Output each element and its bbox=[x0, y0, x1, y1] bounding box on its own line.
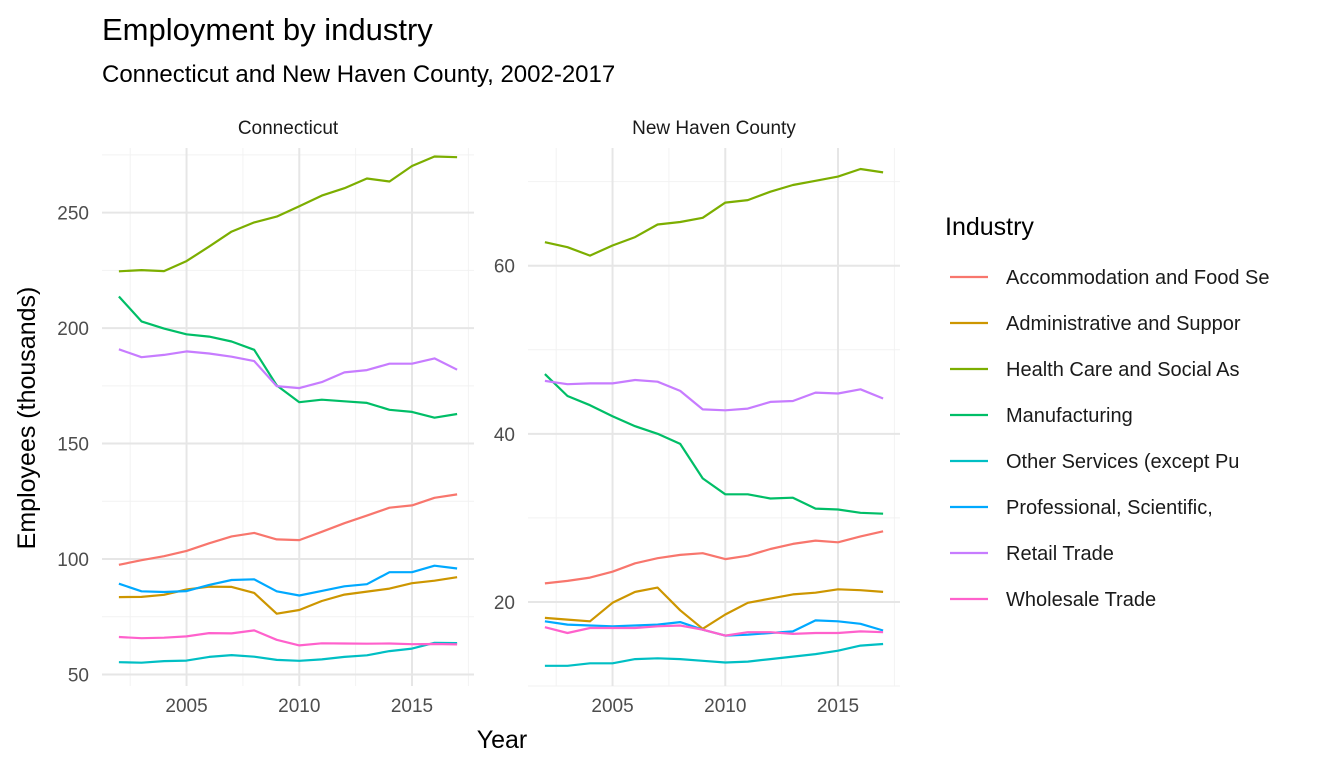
y-tick-label: 100 bbox=[57, 550, 89, 571]
x-tick-label: 2005 bbox=[165, 696, 207, 717]
series-line-retail-trade bbox=[544, 378, 884, 412]
panel-connecticut: 2005 2010 2015 50 100 150 200 250 bbox=[57, 148, 474, 717]
series-line-professional-scientific bbox=[118, 564, 458, 597]
y-tick-label: 20 bbox=[494, 593, 515, 614]
y-tick-label: 50 bbox=[68, 665, 89, 686]
y-tick-label: 150 bbox=[57, 435, 89, 456]
y-tick-label: 40 bbox=[494, 425, 515, 446]
series-line-manufacturing bbox=[118, 295, 458, 419]
legend-label-other-services-except-pu: Other Services (except Pu bbox=[1006, 451, 1239, 473]
legend-label-manufacturing: Manufacturing bbox=[1006, 405, 1133, 427]
facet-label-new-haven-county: New Haven County bbox=[632, 118, 796, 139]
y-tick-label: 200 bbox=[57, 319, 89, 340]
legend-label-professional-scientific: Professional, Scientific, bbox=[1006, 497, 1213, 519]
series-line-other-services-except-pu bbox=[118, 641, 458, 664]
series-line-wholesale-trade bbox=[544, 624, 884, 637]
series-line-accommodation-and-food-se bbox=[118, 493, 458, 566]
legend: Industry Accommodation and Food Se Admini… bbox=[945, 213, 1270, 611]
legend-label-administrative-and-suppor: Administrative and Suppor bbox=[1006, 313, 1241, 335]
legend-title: Industry bbox=[945, 213, 1034, 241]
x-tick-label: 2010 bbox=[704, 696, 746, 717]
series-line-other-services-except-pu bbox=[544, 642, 884, 667]
x-axis-title: Year bbox=[477, 726, 528, 754]
x-tick-label: 2010 bbox=[278, 696, 320, 717]
series-line-health-care-and-social-as bbox=[118, 155, 458, 273]
legend-label-retail-trade: Retail Trade bbox=[1006, 543, 1114, 565]
series-line-health-care-and-social-as bbox=[544, 167, 884, 257]
legend-label-accommodation-and-food-se: Accommodation and Food Se bbox=[1006, 267, 1270, 289]
series-line-retail-trade bbox=[118, 348, 458, 390]
series-line-accommodation-and-food-se bbox=[544, 530, 884, 585]
series-line-manufacturing bbox=[544, 373, 884, 515]
facet-label-connecticut: Connecticut bbox=[238, 118, 339, 139]
legend-label-health-care-and-social-as: Health Care and Social As bbox=[1006, 359, 1239, 381]
chart-subtitle: Connecticut and New Haven County, 2002-2… bbox=[102, 61, 615, 88]
x-tick-label: 2005 bbox=[591, 696, 633, 717]
x-tick-label: 2015 bbox=[391, 696, 433, 717]
series-line-administrative-and-suppor bbox=[118, 576, 458, 615]
series-line-wholesale-trade bbox=[118, 629, 458, 647]
y-tick-label: 60 bbox=[494, 257, 515, 278]
series-line-administrative-and-suppor bbox=[544, 586, 884, 630]
y-tick-label: 250 bbox=[57, 204, 89, 225]
chart-title: Employment by industry bbox=[102, 12, 433, 47]
y-axis-title: Employees (thousands) bbox=[13, 287, 41, 550]
legend-label-wholesale-trade: Wholesale Trade bbox=[1006, 589, 1156, 611]
panel-new-haven-county: 2005 2010 2015 20 40 60 bbox=[494, 148, 900, 717]
x-tick-label: 2015 bbox=[817, 696, 859, 717]
